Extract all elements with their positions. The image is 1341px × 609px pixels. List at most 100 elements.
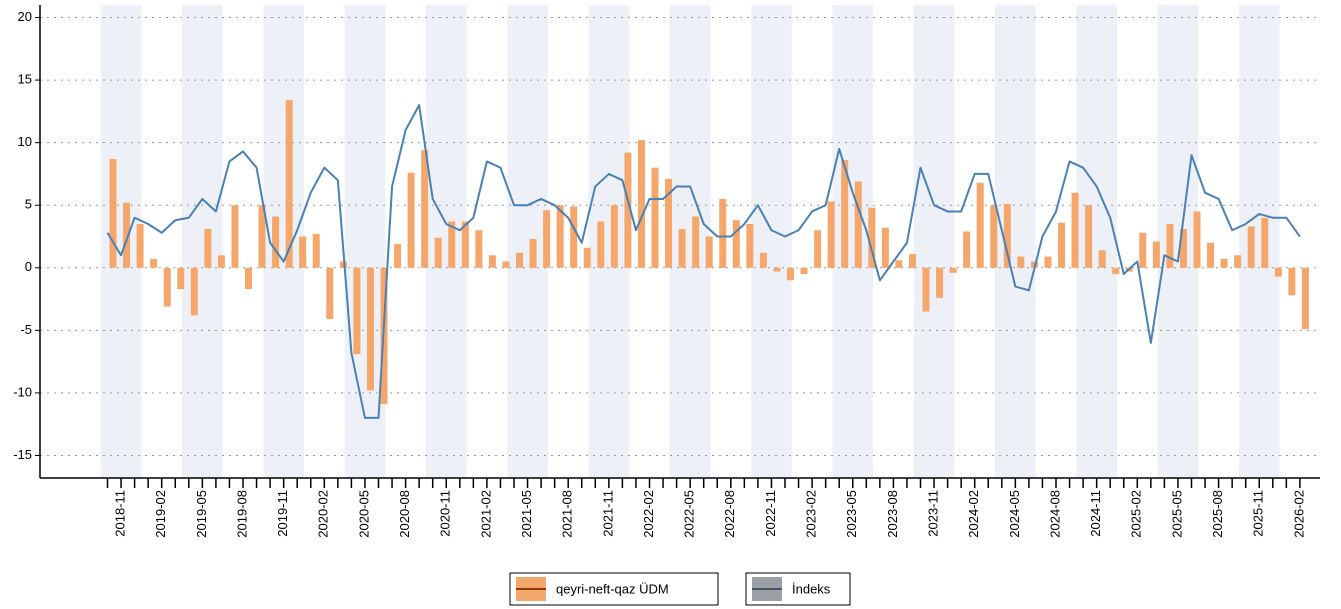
bar — [963, 231, 971, 268]
bar — [895, 260, 903, 268]
bar — [190, 267, 198, 316]
x-tick-label: 2024-08 — [1047, 490, 1062, 538]
bar — [1274, 267, 1282, 277]
x-tick-label: 2019-11 — [275, 490, 290, 537]
bar — [827, 201, 835, 268]
bar — [1301, 267, 1309, 330]
x-tick-label: 2021-11 — [600, 490, 615, 537]
y-tick-label: -10 — [13, 384, 32, 399]
shade-band — [1076, 5, 1117, 478]
bar — [1261, 217, 1269, 268]
x-tick-label: 2023-02 — [804, 490, 819, 538]
bar — [556, 205, 564, 268]
bar — [204, 228, 212, 268]
x-tick-label: 2022-11 — [763, 490, 778, 537]
bar — [814, 230, 822, 268]
bar — [258, 205, 266, 268]
bar — [394, 244, 402, 268]
shade-band — [669, 5, 711, 478]
shade-band — [913, 5, 955, 478]
shade-band — [995, 5, 1036, 478]
x-tick-label: 2024-02 — [966, 490, 981, 538]
shade-band — [751, 5, 792, 478]
bar — [488, 255, 496, 268]
legend-label: İndeks — [792, 581, 831, 596]
bar — [1017, 256, 1025, 268]
bar — [339, 261, 347, 268]
bar — [529, 238, 537, 268]
bar — [868, 207, 876, 268]
x-tick-label: 2021-05 — [519, 490, 534, 538]
bar — [854, 181, 862, 268]
x-tick-label: 2026-02 — [1291, 490, 1306, 538]
bar — [637, 140, 645, 268]
bar — [272, 216, 280, 268]
x-tick-label: 2024-11 — [1088, 490, 1103, 537]
bar — [759, 252, 767, 268]
bar — [109, 158, 117, 268]
bar — [610, 205, 618, 268]
bar — [1247, 226, 1255, 268]
x-tick-label: 2019-08 — [234, 490, 249, 538]
bar — [1207, 242, 1215, 268]
line — [106, 104, 1301, 419]
x-tick-label: 2020-11 — [438, 490, 453, 537]
shade-band — [425, 5, 467, 478]
y-tick-label: 10 — [18, 134, 32, 149]
shade-band — [832, 5, 874, 478]
x-tick-label: 2025-02 — [1129, 490, 1144, 538]
shade-band — [344, 5, 386, 478]
bar — [1112, 267, 1120, 275]
shade-band — [100, 5, 142, 478]
y-tick-label: 5 — [25, 197, 32, 212]
bar — [543, 210, 551, 268]
x-tick-label: 2021-02 — [478, 490, 493, 538]
bar — [1166, 223, 1174, 268]
x-tick-label: 2025-08 — [1210, 490, 1225, 538]
bar — [800, 267, 808, 275]
bar — [1003, 203, 1011, 268]
x-tick-label: 2020-02 — [316, 490, 331, 538]
bar — [1139, 232, 1147, 268]
bar — [326, 267, 334, 320]
x-tick-label: 2021-08 — [560, 490, 575, 538]
legend-label: qeyri-neft-qaz ÜDM — [556, 581, 669, 596]
bar — [150, 259, 158, 268]
bar — [1071, 192, 1079, 268]
bar — [163, 267, 171, 307]
bar — [990, 205, 998, 268]
bar — [177, 267, 185, 290]
x-tick-label: 2023-05 — [844, 490, 859, 538]
bar — [949, 267, 957, 273]
bar — [217, 255, 225, 268]
bar — [787, 267, 794, 281]
bar — [678, 228, 686, 268]
x-tick-label: 2019-05 — [194, 490, 209, 538]
x-tick-label: 2020-05 — [356, 490, 371, 538]
x-tick-label: 2023-08 — [885, 490, 900, 538]
y-tick-label: 20 — [18, 9, 32, 24]
bar — [1234, 255, 1242, 268]
bar — [1044, 256, 1052, 268]
bar — [1085, 205, 1093, 268]
bar — [1058, 222, 1065, 268]
bar — [475, 230, 483, 268]
bar — [231, 205, 239, 268]
bar — [245, 267, 252, 290]
shade-band — [182, 5, 223, 478]
bar — [353, 267, 361, 355]
bar — [719, 198, 727, 268]
bar — [976, 182, 984, 268]
x-tick-label: 2018-11 — [112, 490, 127, 537]
bar — [434, 237, 442, 268]
bar — [123, 202, 131, 268]
bar — [285, 100, 293, 268]
bar — [312, 233, 320, 268]
x-tick-label: 2020-08 — [397, 490, 412, 538]
x-tick-label: 2019-02 — [153, 490, 168, 538]
bar — [1152, 241, 1160, 268]
bar — [407, 172, 415, 268]
x-tick-label: 2024-05 — [1007, 490, 1022, 538]
bar — [881, 227, 889, 268]
